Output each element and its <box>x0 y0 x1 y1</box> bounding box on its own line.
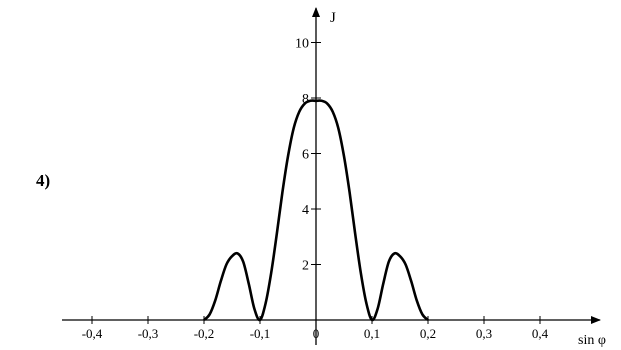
x-tick-label: 0,3 <box>476 326 492 341</box>
y-tick-label: 8 <box>302 92 309 107</box>
x-tick-label: 0,1 <box>364 326 380 341</box>
x-tick-label: -0,3 <box>138 326 159 341</box>
y-tick-label: 4 <box>302 203 309 218</box>
x-axis-label: sin φ <box>578 333 606 348</box>
x-tick-label: -0,4 <box>82 326 103 341</box>
y-tick-label: 2 <box>302 259 309 274</box>
x-tick-label: -0,1 <box>250 326 271 341</box>
y-tick-label: 6 <box>302 148 309 163</box>
x-tick-label: 0 <box>313 326 320 341</box>
x-tick-label: -0,2 <box>194 326 215 341</box>
intensity-curve <box>203 99 429 322</box>
y-axis-label: J <box>330 10 336 26</box>
option-label: 4) <box>36 171 51 190</box>
x-tick-label: 0,4 <box>532 326 549 341</box>
y-tick-label: 10 <box>295 37 309 52</box>
x-tick-label: 0,2 <box>420 326 436 341</box>
